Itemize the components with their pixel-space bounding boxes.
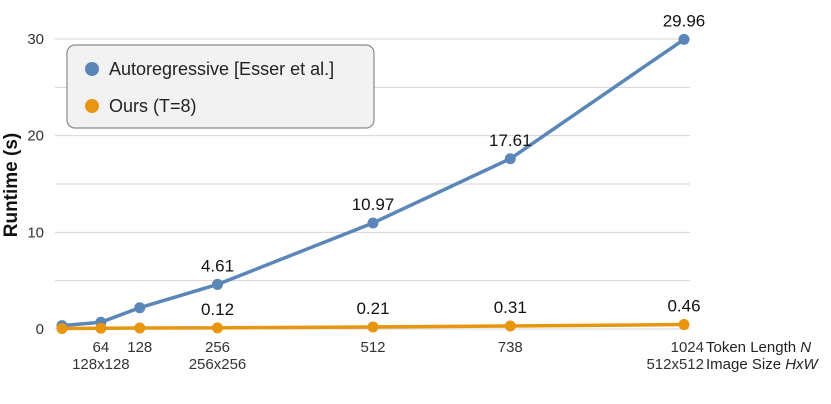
x-tick-token: 512 [360,339,385,356]
data-point [504,320,516,332]
y-tick-label: 0 [36,321,44,338]
x-tick-token: 128 [127,339,152,356]
series-1: 0.12 0.21 0.31 0.46 [56,297,701,335]
legend-entry-autoregressive: Autoregressive [Esser et al.] [109,59,334,79]
x-tick-image-size: 128x128 [72,356,130,373]
x-axis-image-label: Image Size HxW [706,356,820,373]
data-point [367,321,379,333]
data-point [504,153,516,165]
data-label: 0.31 [494,298,527,317]
data-point [678,33,690,45]
data-point [56,323,68,335]
data-point [678,319,690,331]
data-label: 0.21 [356,299,389,318]
data-point [134,302,146,314]
x-tick-image-size: 512x512 [646,356,704,373]
data-point [212,322,223,334]
data-label: 0.46 [667,297,700,316]
data-label: 17.61 [489,131,532,150]
x-tick-token: 64 [93,339,110,356]
y-axis-ticks: 0 10 20 30 [27,31,44,338]
y-axis-label: Runtime (s) [1,133,22,238]
data-label: 0.12 [201,300,234,319]
data-label: 4.61 [201,256,234,275]
x-tick-token: 1024 [671,339,704,356]
data-point [134,322,146,334]
data-label: 10.97 [352,195,395,214]
x-tick-token: 738 [498,339,523,356]
x-tick-image-size: 256x256 [189,356,247,373]
data-point [95,322,107,334]
x-axis-token-label: Token Length N [706,339,811,356]
legend-marker-ours [85,99,99,113]
legend-box [66,44,375,129]
x-tick-token: 256 [205,339,230,356]
data-point [367,217,379,229]
y-tick-label: 10 [27,224,44,241]
y-tick-label: 20 [27,128,44,145]
series-layer: 4.61 10.97 17.61 29.96 0.12 0.21 0.31 0.46 [56,11,706,335]
x-axis-ticks: 64 128 256 512 738 1024 128x128 256x256 512x512 [72,339,704,373]
legend-entry-ours: Ours (T=8) [109,96,197,116]
legend-marker-autoregressive [85,62,99,76]
y-tick-label: 30 [27,31,44,48]
data-point [212,278,223,290]
legend: Autoregressive [Esser et al.] Ours (T=8) [66,44,375,129]
data-label: 29.96 [663,11,706,30]
